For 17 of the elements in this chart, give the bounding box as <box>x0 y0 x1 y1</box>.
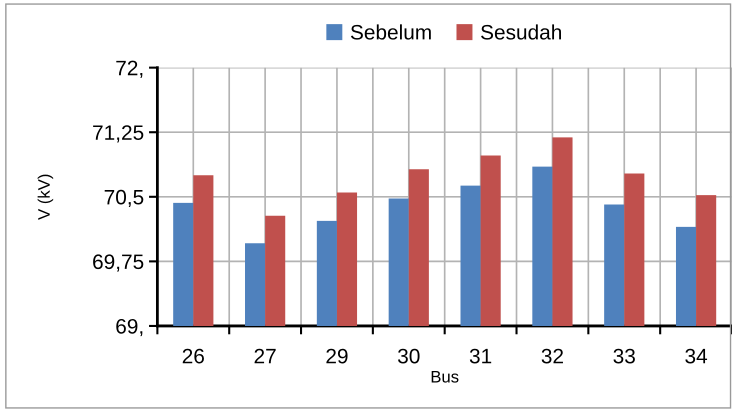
x-tick-label: 30 <box>398 348 420 364</box>
x-tick-label: 31 <box>470 348 492 364</box>
legend-label: Sebelum <box>350 24 431 40</box>
y-tick-label: 72, <box>116 60 142 78</box>
x-tick-label: 29 <box>326 348 348 364</box>
x-tick-label: 26 <box>182 348 204 364</box>
x-tick-label: 32 <box>542 348 563 364</box>
y-tick-label: 69, <box>116 318 142 336</box>
y-tick-label: 69,75 <box>93 254 144 272</box>
x-tick-label: 34 <box>685 348 708 364</box>
y-tick-label: 71,25 <box>93 125 144 142</box>
x-axis-title: Bus <box>432 370 458 383</box>
y-tick-label: 70,5 <box>104 190 144 208</box>
legend-label: Sesudah <box>481 24 561 40</box>
x-tick-label: 33 <box>613 348 635 364</box>
x-tick-label: 27 <box>254 348 276 364</box>
y-axis-title: V (kV) <box>38 174 54 220</box>
